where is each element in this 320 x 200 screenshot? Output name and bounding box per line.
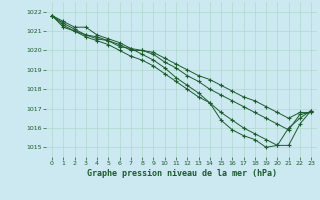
X-axis label: Graphe pression niveau de la mer (hPa): Graphe pression niveau de la mer (hPa) bbox=[87, 169, 276, 178]
